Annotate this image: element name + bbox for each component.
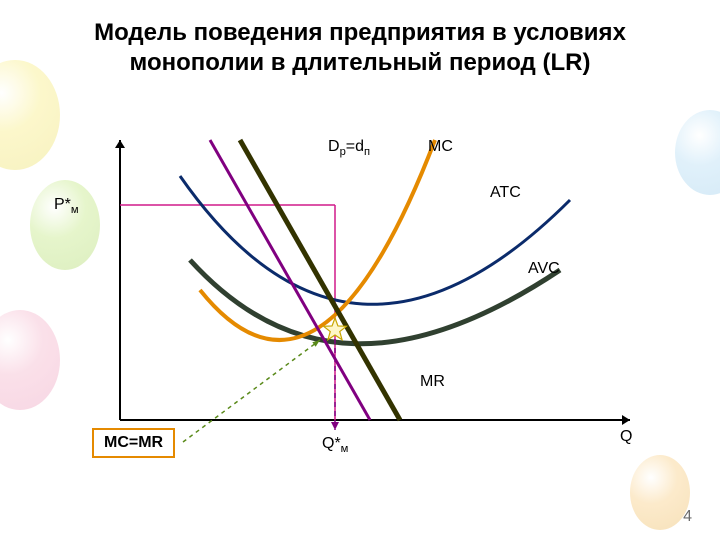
label-atc: АТС — [490, 184, 521, 202]
label-mc: МС — [428, 138, 453, 156]
label-qm: Q*м — [322, 435, 348, 455]
label-q: Q — [620, 428, 632, 446]
label-dp-dn: Dр=dп — [328, 138, 370, 158]
balloon-decor — [675, 110, 720, 195]
title-text: Модель поведения предприятия в условиях … — [94, 19, 626, 76]
monopoly-lr-chart: Dр=dп МС АТС AVC MR Р*м Q*м Q — [90, 130, 650, 460]
box-mc-eq-mr: MC=MR — [92, 428, 175, 458]
balloon-decor — [630, 455, 690, 530]
chart-svg — [90, 130, 650, 460]
balloon-decor — [0, 310, 60, 410]
label-mr: MR — [420, 373, 445, 391]
label-pm: Р*м — [54, 196, 79, 216]
slide-title: Модель поведения предприятия в условиях … — [40, 18, 680, 78]
slide: Модель поведения предприятия в условиях … — [0, 0, 720, 540]
page-number: 4 — [683, 508, 692, 526]
label-avc: AVC — [528, 260, 560, 278]
